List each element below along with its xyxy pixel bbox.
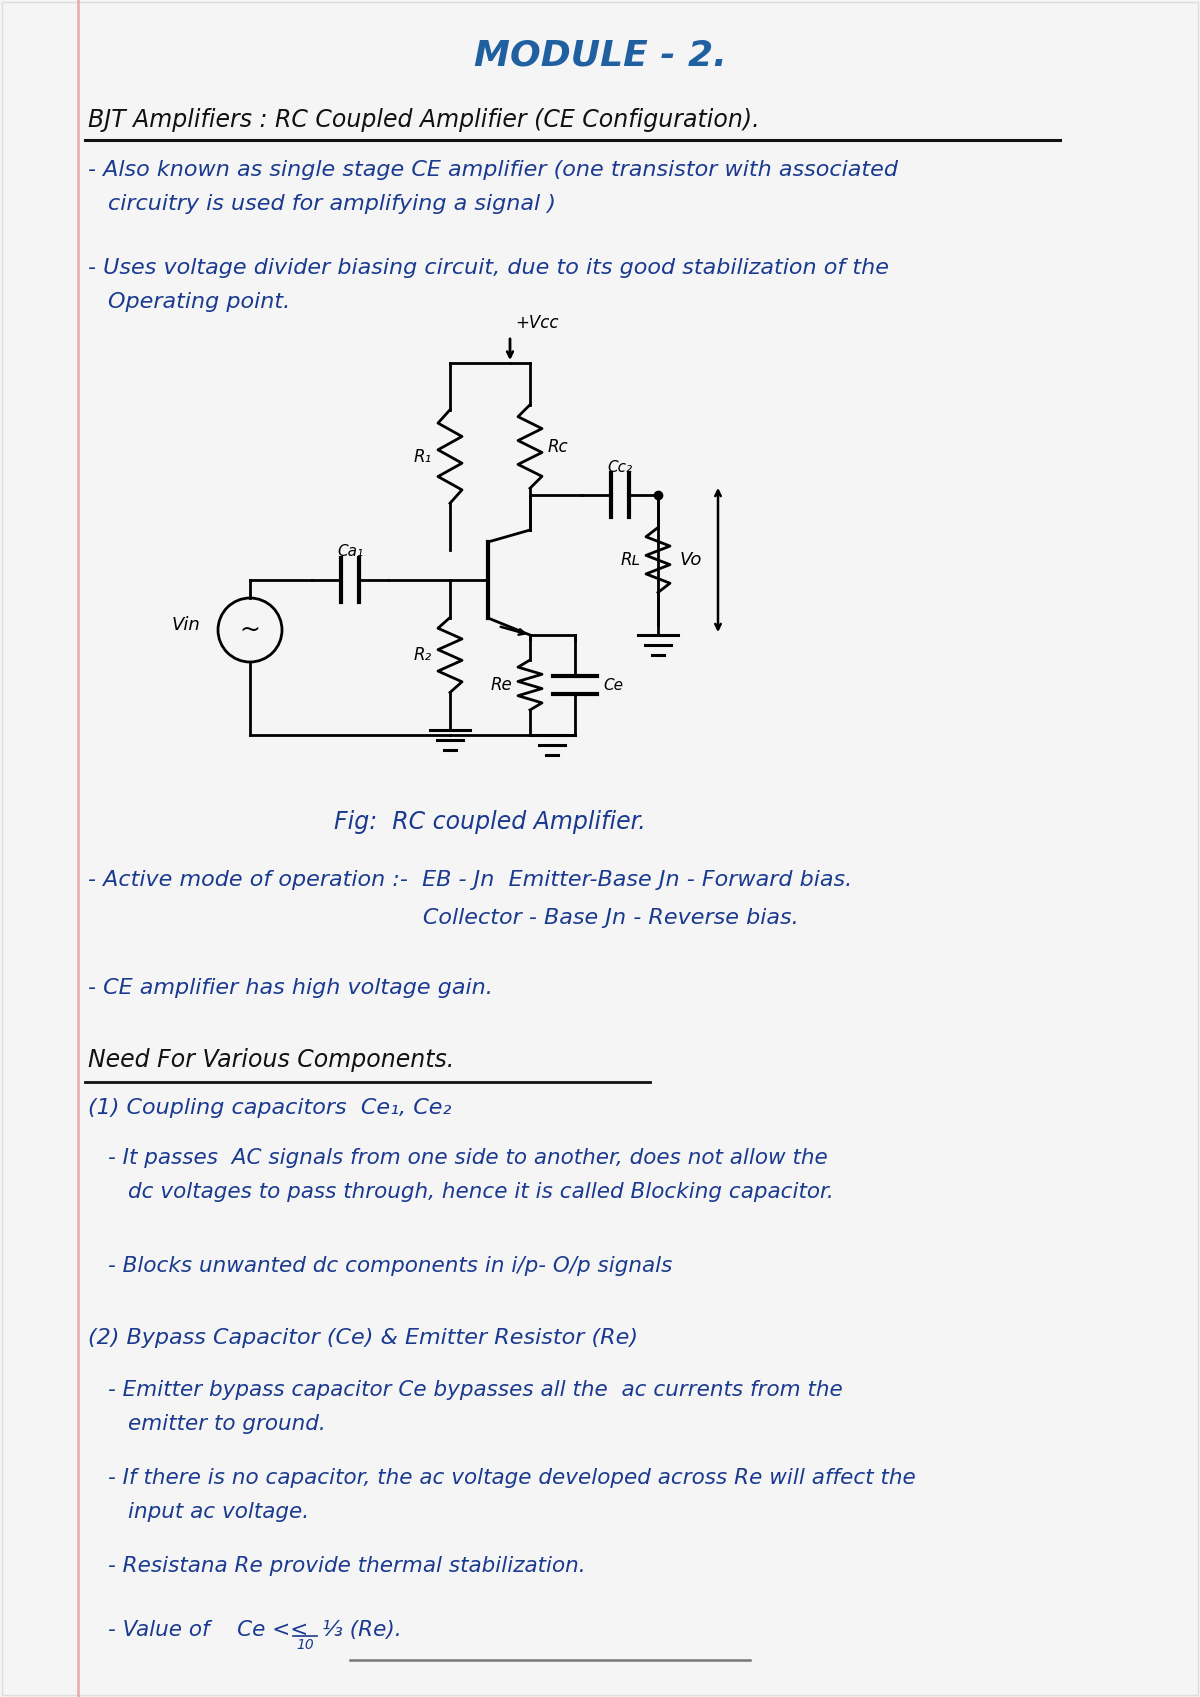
Text: - It passes  AC signals from one side to another, does not allow the: - It passes AC signals from one side to … bbox=[108, 1147, 828, 1168]
Text: R₁: R₁ bbox=[414, 448, 432, 465]
Text: emitter to ground.: emitter to ground. bbox=[128, 1414, 325, 1434]
Text: Need For Various Components.: Need For Various Components. bbox=[88, 1049, 455, 1073]
Text: Operating point.: Operating point. bbox=[108, 292, 290, 312]
Text: Ca₁: Ca₁ bbox=[337, 545, 364, 560]
Text: input ac voltage.: input ac voltage. bbox=[128, 1502, 310, 1522]
Text: - Value of    Ce <<  ⅓ (Re).: - Value of Ce << ⅓ (Re). bbox=[108, 1621, 402, 1639]
Text: ~: ~ bbox=[240, 618, 260, 641]
Text: R₂: R₂ bbox=[414, 647, 432, 664]
Text: (2) Bypass Capacitor (Ce) & Emitter Resistor (Re): (2) Bypass Capacitor (Ce) & Emitter Resi… bbox=[88, 1329, 638, 1347]
Text: MODULE - 2.: MODULE - 2. bbox=[474, 37, 726, 71]
Text: - Resistana Re provide thermal stabilization.: - Resistana Re provide thermal stabiliza… bbox=[108, 1556, 586, 1577]
Text: circuitry is used for amplifying a signal ): circuitry is used for amplifying a signa… bbox=[108, 193, 556, 214]
Text: - Active mode of operation :-  EB - Jn  Emitter-Base Jn - Forward bias.: - Active mode of operation :- EB - Jn Em… bbox=[88, 871, 852, 889]
Text: - Uses voltage divider biasing circuit, due to its good stabilization of the: - Uses voltage divider biasing circuit, … bbox=[88, 258, 889, 278]
Text: 10: 10 bbox=[296, 1638, 314, 1651]
Text: dc voltages to pass through, hence it is called Blocking capacitor.: dc voltages to pass through, hence it is… bbox=[128, 1183, 834, 1201]
Text: Cc₂: Cc₂ bbox=[607, 460, 632, 475]
Text: - Blocks unwanted dc components in i/p- O/p signals: - Blocks unwanted dc components in i/p- … bbox=[108, 1256, 672, 1276]
Text: Vin: Vin bbox=[172, 616, 200, 635]
Text: Vo: Vo bbox=[680, 552, 702, 568]
Text: Rc: Rc bbox=[548, 438, 569, 455]
Text: BJT Amplifiers : RC Coupled Amplifier (CE Configuration).: BJT Amplifiers : RC Coupled Amplifier (C… bbox=[88, 109, 760, 132]
Text: (1) Coupling capacitors  Ce₁, Ce₂: (1) Coupling capacitors Ce₁, Ce₂ bbox=[88, 1098, 451, 1118]
Text: Ce: Ce bbox=[604, 677, 623, 692]
Text: +Vcc: +Vcc bbox=[515, 314, 558, 333]
Text: - Also known as single stage CE amplifier (one transistor with associated: - Also known as single stage CE amplifie… bbox=[88, 160, 898, 180]
Text: Collector - Base Jn - Reverse bias.: Collector - Base Jn - Reverse bias. bbox=[88, 908, 799, 928]
Text: Re: Re bbox=[491, 675, 512, 694]
Text: - If there is no capacitor, the ac voltage developed across Re will affect the: - If there is no capacitor, the ac volta… bbox=[108, 1468, 916, 1488]
Text: Fig:  RC coupled Amplifier.: Fig: RC coupled Amplifier. bbox=[334, 809, 646, 833]
Text: - Emitter bypass capacitor Ce bypasses all the  ac currents from the: - Emitter bypass capacitor Ce bypasses a… bbox=[108, 1380, 842, 1400]
Text: Rʟ: Rʟ bbox=[620, 552, 640, 568]
Text: - CE amplifier has high voltage gain.: - CE amplifier has high voltage gain. bbox=[88, 977, 493, 998]
